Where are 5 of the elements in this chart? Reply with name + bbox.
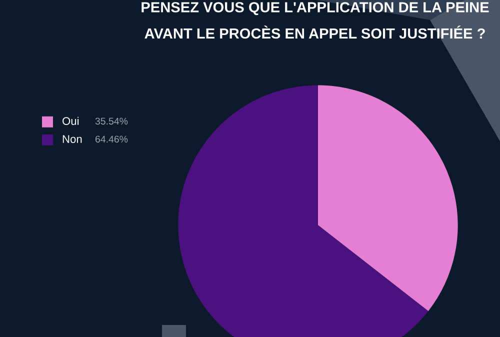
chart-title: PENSEZ VOUS QUE L'APPLICATION DE LA PEINE AVANT LE PROCÈS EN APPEL SOIT JUSTIFIÉE ? <box>142 2 489 39</box>
legend-label: Non <box>62 135 82 143</box>
data-label: 64.46% <box>95 136 128 143</box>
data-label: 35.54% <box>95 118 128 125</box>
legend-label: Oui <box>62 116 79 125</box>
